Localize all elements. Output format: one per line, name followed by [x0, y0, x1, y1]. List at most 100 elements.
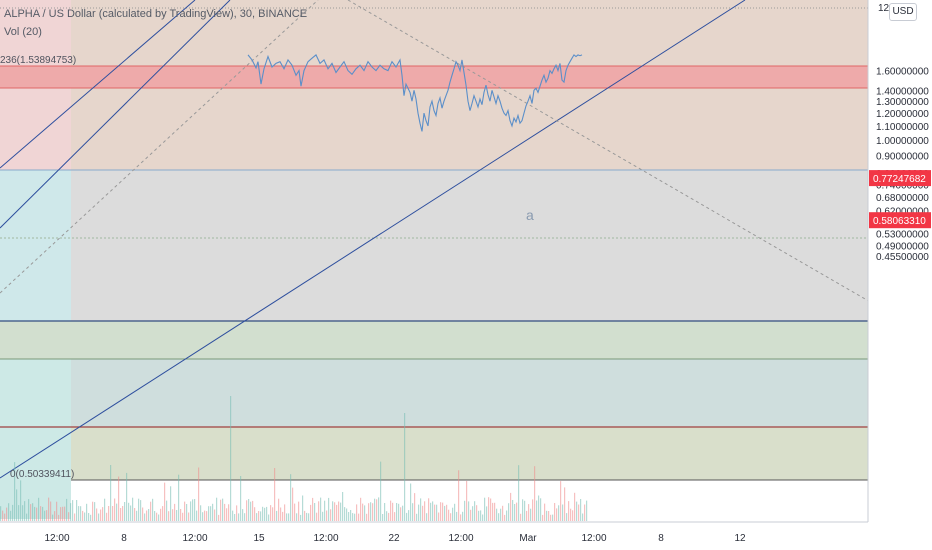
volume-bar — [110, 465, 112, 521]
zone-left-bottom — [0, 359, 71, 519]
volume-bar — [222, 498, 224, 521]
volume-bar — [436, 504, 438, 521]
time-axis: 12:00 8 12:00 15 12:00 22 12:00 Mar 12:00 8 12 — [0, 521, 932, 550]
volume-bar — [382, 514, 384, 521]
volume-bar — [516, 502, 518, 521]
volume-bar — [288, 513, 290, 521]
volume-bar — [34, 506, 36, 521]
volume-bar — [104, 498, 106, 521]
volume-bar — [258, 511, 260, 521]
volume-bar — [462, 511, 464, 521]
volume-bar — [276, 510, 278, 521]
volume-bar — [344, 507, 346, 521]
fib-zones — [0, 0, 868, 520]
volume-bar — [172, 509, 174, 521]
volume-bar — [178, 474, 180, 521]
price-badge-label: 0.77247682 — [873, 174, 926, 185]
volume-bar — [54, 511, 56, 521]
volume-bar — [12, 504, 14, 521]
volume-bar — [350, 510, 352, 521]
volume-bar — [550, 514, 552, 521]
volume-bar — [52, 514, 54, 521]
volume-bar — [170, 486, 172, 521]
volume-bar — [36, 507, 38, 521]
volume-bar — [160, 508, 162, 521]
chart-title: ALPHA / US Dollar (calculated by Trading… — [4, 8, 308, 20]
volume-bar — [404, 413, 406, 521]
volume-bar — [286, 513, 288, 521]
price-badges: 0.77247682 0.58063310 — [869, 170, 931, 229]
trendline-dashed-down — [347, 0, 873, 304]
volume-bar — [2, 510, 4, 521]
volume-bar — [100, 509, 102, 521]
volume-bar — [566, 513, 568, 521]
volume-bar — [106, 512, 108, 521]
volume-bar — [420, 498, 422, 521]
volume-bar — [262, 506, 264, 521]
volume-bar — [24, 501, 26, 521]
volume-bar — [72, 500, 74, 521]
top-price-partial: 12 — [878, 3, 890, 14]
volume-bar — [220, 499, 222, 521]
time-tick-label: 12:00 — [44, 533, 69, 544]
trendline-steep-2 — [0, 0, 196, 169]
volume-bar — [62, 506, 64, 521]
volume-bar — [312, 497, 314, 521]
volume-bar — [120, 508, 122, 521]
price-tick-label: 1.40000000 — [876, 86, 929, 97]
volume-bar — [90, 514, 92, 521]
volume-bar — [74, 513, 76, 521]
price-tick-label: 1.60000000 — [876, 67, 929, 78]
volume-bar — [200, 505, 202, 521]
time-tick-label: 22 — [388, 533, 400, 544]
volume-bar — [310, 504, 312, 521]
volume-bar — [260, 511, 262, 521]
volume-bar — [330, 509, 332, 521]
volume-bar — [374, 498, 376, 521]
volume-bar — [30, 504, 32, 521]
volume-bar — [572, 510, 574, 521]
volume-bar — [210, 506, 212, 521]
currency-button[interactable]: USD — [889, 3, 917, 21]
volume-bar — [354, 513, 356, 521]
volume-bar — [108, 506, 110, 521]
volume-bar — [166, 500, 168, 521]
volume-bar — [140, 500, 142, 521]
volume-bar — [138, 498, 140, 521]
price-badge-label: 0.58063310 — [873, 216, 926, 227]
zone-red-band — [0, 66, 868, 88]
volume-bar — [250, 501, 252, 521]
volume-bar — [560, 481, 562, 521]
volume-bar — [322, 511, 324, 521]
volume-bar — [384, 503, 386, 521]
volume-bar — [574, 492, 576, 521]
volume-bar — [192, 499, 194, 521]
time-tick-label: 12:00 — [581, 533, 606, 544]
trendline-long — [0, 0, 746, 479]
volume-bar — [430, 502, 432, 521]
price-tick-label: 0.68000000 — [876, 193, 929, 204]
volume-bar — [212, 503, 214, 521]
price-tick-label: 0.90000000 — [876, 152, 929, 163]
price-tick-label: 0.49000000 — [876, 241, 929, 252]
volume-bar — [568, 501, 570, 521]
trendline-steep — [0, 0, 231, 229]
volume-bar — [314, 503, 316, 521]
volume-bar — [434, 504, 436, 521]
volume-bar — [80, 506, 82, 521]
volume-bar — [188, 512, 190, 521]
volume-bar — [512, 500, 514, 521]
volume-bar — [482, 514, 484, 521]
volume-bar — [582, 513, 584, 521]
zone-gray — [71, 170, 868, 321]
volume-bar — [552, 514, 554, 521]
volume-bar — [458, 470, 460, 521]
volume-bar — [240, 476, 242, 521]
volume-bar — [78, 506, 80, 521]
volume-bar — [56, 501, 58, 521]
volume-bar — [364, 505, 366, 521]
volume-indicator-label[interactable]: Vol (20) — [4, 26, 42, 38]
volume-bar — [576, 501, 578, 521]
volume-bar — [146, 510, 148, 521]
